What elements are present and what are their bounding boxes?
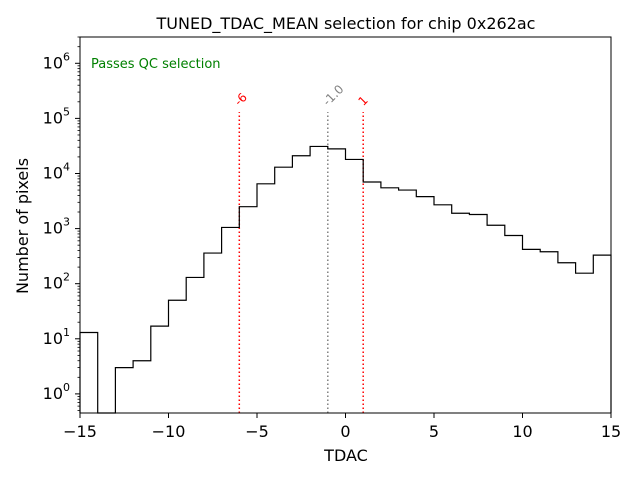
y-tick-label: 106 [43,50,70,72]
x-tick-label: 5 [429,422,439,441]
cut-label-2: 1 [355,93,370,108]
x-axis-label: TDAC [323,446,368,465]
x-tick-label: −10 [152,422,186,441]
y-axis-ticks: 100 101 102 103 104 105 106 [43,36,80,411]
x-axis-ticks: −15 −10 −5 0 5 10 15 [63,413,621,441]
x-tick-label: −15 [63,422,97,441]
chart-title: TUNED_TDAC_MEAN selection for chip 0x262… [156,14,536,34]
y-tick-label: 100 [43,381,70,403]
y-tick-label: 104 [43,160,70,182]
x-tick-label: 0 [340,422,350,441]
y-tick-label: 102 [43,271,70,293]
x-tick-label: −5 [245,422,269,441]
y-axis-label: Number of pixels [13,158,32,294]
x-tick-label: 15 [601,422,621,441]
cut-lines: -6 -1.0 1 [232,82,371,413]
cut-label-1: -1.0 [320,82,346,108]
histogram-step [79,145,612,414]
plot-frame [79,36,612,414]
y-tick-label: 105 [43,105,70,127]
y-tick-label: 103 [43,216,70,238]
cut-label-0: -6 [232,90,250,108]
x-tick-label: 10 [512,422,532,441]
qc-annotation: Passes QC selection [91,57,221,72]
y-tick-label: 101 [43,326,70,348]
